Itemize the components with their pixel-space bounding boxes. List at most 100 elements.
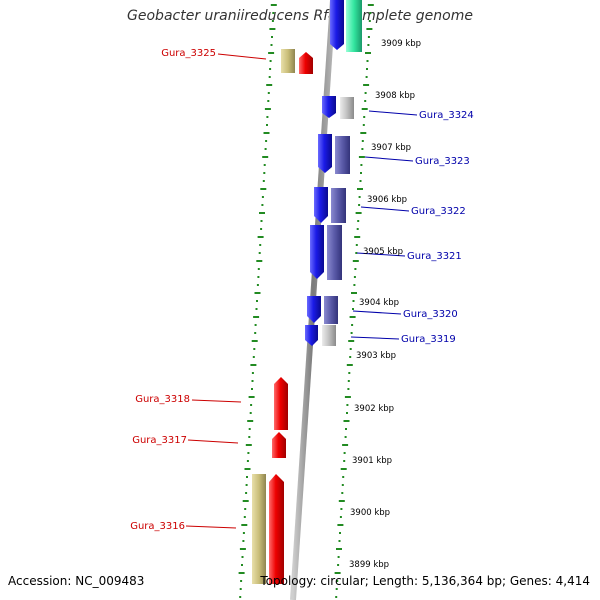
kbp-label: 3903 kbp <box>356 351 396 361</box>
ring-tick <box>244 468 251 470</box>
ring-tick <box>355 212 362 214</box>
ring-tick <box>269 28 276 30</box>
ring-tick <box>261 196 264 198</box>
cog-box-3323 <box>335 136 350 174</box>
gene-label: Gura_3319 <box>401 334 456 345</box>
ring-tick <box>368 20 371 22</box>
kbp-label: 3907 kbp <box>371 143 411 153</box>
ring-tick <box>354 268 357 270</box>
ring-tick <box>360 172 362 174</box>
ring-tick <box>253 316 260 318</box>
ring-tick <box>366 60 369 62</box>
ring-tick <box>349 356 352 358</box>
ring-tick <box>363 84 370 86</box>
ring-tick <box>335 596 338 598</box>
gene-label: Gura_3321 <box>407 251 462 262</box>
ring-tick <box>353 284 356 286</box>
ring-tick <box>256 300 258 302</box>
ring-tick <box>270 44 273 46</box>
ring-tick <box>269 60 272 62</box>
ring-tick <box>238 572 245 574</box>
ring-tick <box>247 452 250 454</box>
gene-label: Gura_3322 <box>411 206 466 217</box>
ring-tick <box>253 348 256 350</box>
ring-tick <box>340 508 343 510</box>
ring-tick <box>352 300 355 302</box>
forward-strand-genes <box>252 49 313 584</box>
ring-tick <box>260 188 267 190</box>
ring-tick <box>267 100 270 102</box>
ring-tick <box>343 452 346 454</box>
ring-tick <box>241 564 243 566</box>
gene-arrow-3321 <box>310 225 324 279</box>
gene-label: Gura_3317 <box>132 435 187 446</box>
ring-tick <box>271 36 273 38</box>
gene-arrow-3323 <box>318 134 332 173</box>
label-leader-lines <box>185 53 418 529</box>
kbp-label: 3906 kbp <box>367 195 407 205</box>
ring-tick <box>355 244 358 246</box>
ring-tick <box>262 156 269 158</box>
ring-tick <box>241 524 248 526</box>
gene-label: Gura_3324 <box>419 110 474 121</box>
gene-label: Gura_3325 <box>161 48 216 59</box>
ring-tick <box>335 588 338 590</box>
ring-tick <box>256 284 259 286</box>
ring-tick <box>360 164 363 166</box>
ring-tick <box>266 116 269 118</box>
ring-tick <box>264 148 267 150</box>
ring-tick <box>242 500 249 502</box>
ring-tick <box>349 348 352 350</box>
ring-tick <box>366 28 373 30</box>
ring-tick <box>257 276 260 278</box>
ring-tick <box>363 116 366 118</box>
ring-tick <box>264 108 271 110</box>
ring-tick <box>340 468 347 470</box>
cog-box-top <box>346 0 362 52</box>
ring-tick <box>334 572 341 574</box>
ring-tick <box>262 180 265 182</box>
ring-tick <box>259 244 262 246</box>
ring-tick <box>364 92 367 94</box>
gene-arrow-3319 <box>305 325 318 346</box>
ring-tick <box>271 20 274 22</box>
ring-tick <box>239 588 242 590</box>
ring-tick <box>266 124 268 126</box>
ring-tick <box>357 188 363 190</box>
ring-tick <box>244 508 247 510</box>
gene-arrow-3318 <box>274 377 288 430</box>
cog-box-3322 <box>331 188 346 223</box>
ring-tick <box>339 532 341 534</box>
ring-tick <box>336 548 342 550</box>
ring-tick <box>342 476 345 478</box>
ring-tick <box>251 372 254 374</box>
ring-tick <box>338 500 345 502</box>
ring-tick <box>248 396 255 398</box>
ring-tick <box>256 260 263 262</box>
ring-tick <box>349 316 356 318</box>
gene-arrow-3325 <box>299 52 313 74</box>
gene-arrow-3316 <box>269 474 284 584</box>
ring-tick <box>265 140 268 142</box>
kbp-scale-labels: 3909 kbp 3908 kbp 3907 kbp 3906 kbp 3905… <box>349 39 421 570</box>
ring-tick <box>344 396 351 398</box>
ring-tick <box>343 420 350 422</box>
ring-tick <box>257 268 260 270</box>
ring-tick <box>359 180 362 182</box>
ring-tick <box>346 364 353 366</box>
ring-tick <box>266 84 273 86</box>
ring-tick <box>259 212 265 214</box>
gene-label: Gura_3323 <box>415 156 470 167</box>
gene-arrow-3324 <box>322 96 336 118</box>
ring-tick <box>369 12 372 14</box>
gene-label: Gura_3318 <box>135 394 190 405</box>
map-title: Geobacter uraniireducens Rf4, complete g… <box>127 8 473 24</box>
ring-tick <box>348 372 351 374</box>
gene-label: Gura_3316 <box>130 521 185 532</box>
ring-tick <box>364 100 367 102</box>
ring-tick <box>341 492 344 494</box>
ring-tick <box>358 156 365 158</box>
ring-tick <box>254 292 261 294</box>
ring-tick <box>240 580 243 582</box>
